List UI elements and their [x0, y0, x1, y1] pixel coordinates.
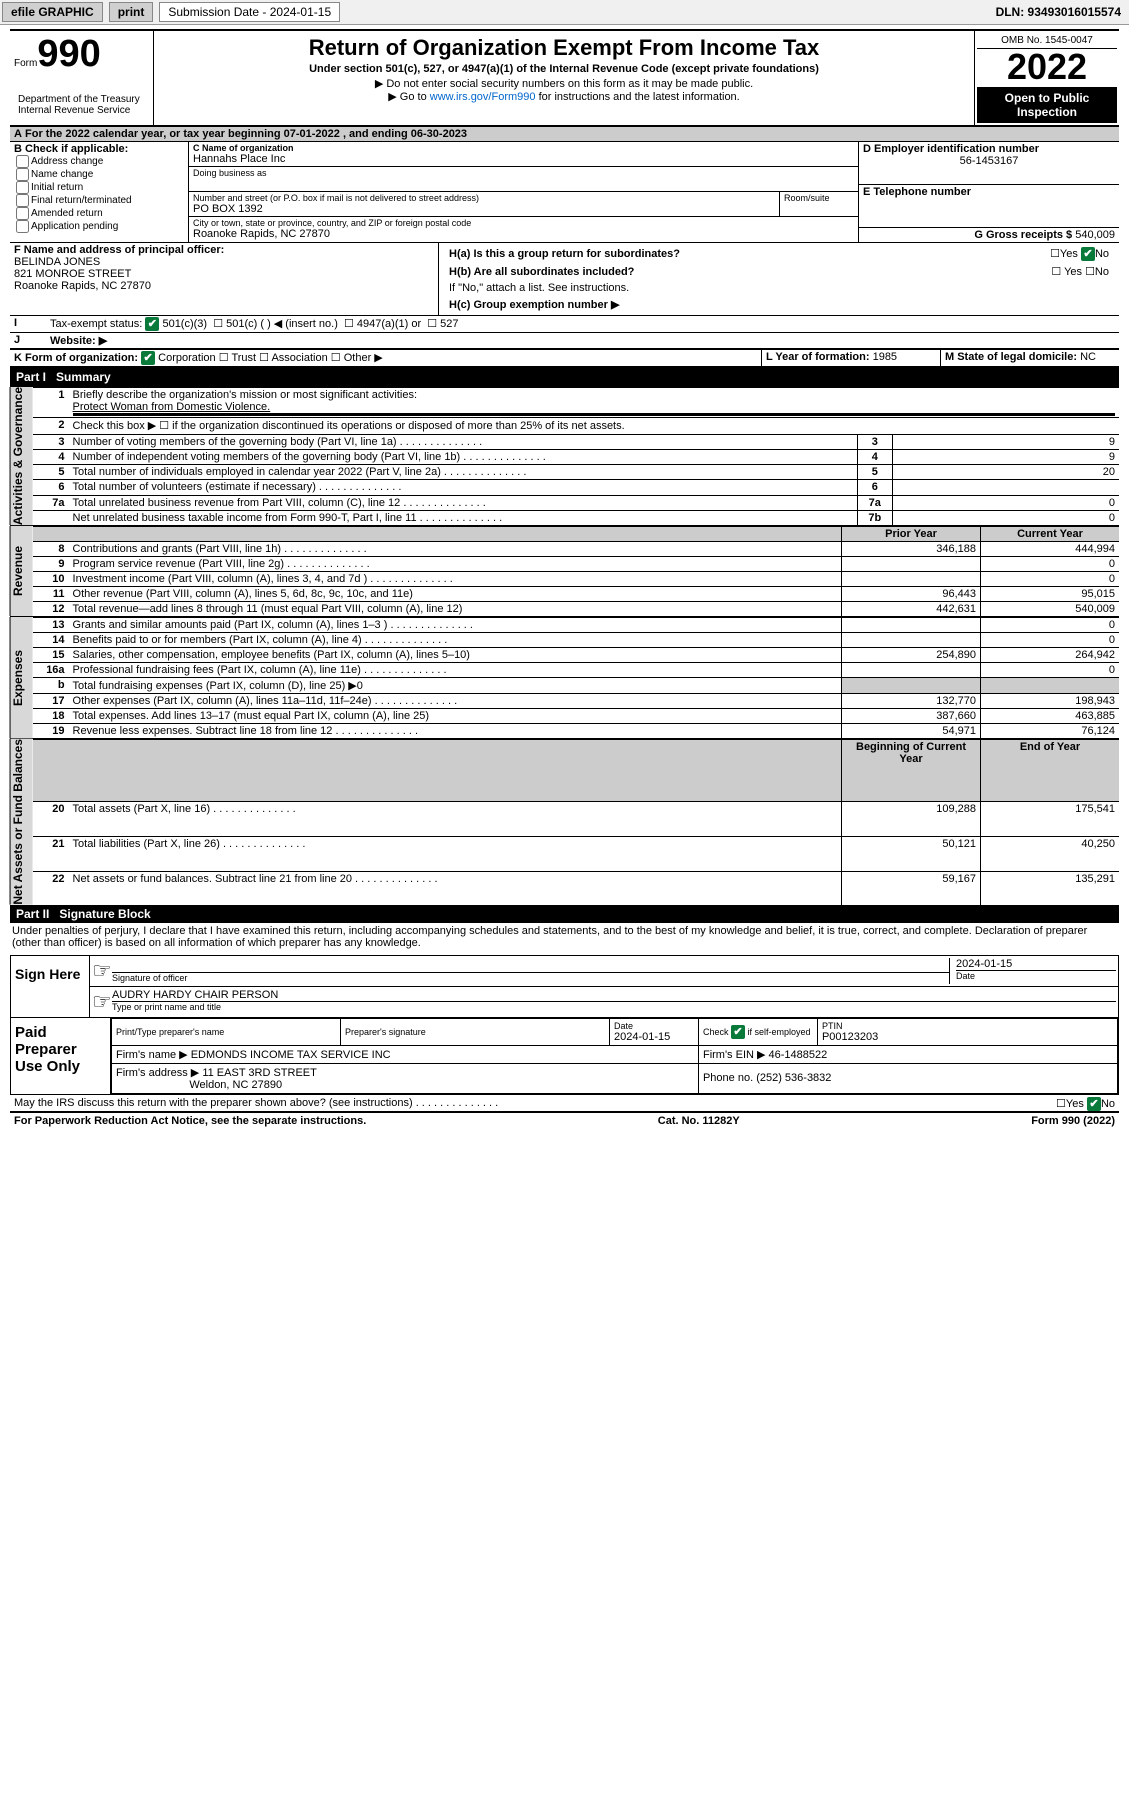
cb-app-pending[interactable]: Application pending [14, 220, 184, 233]
col-end: End of Year [981, 740, 1120, 802]
firm-phone: (252) 536-3832 [756, 1072, 831, 1084]
ein: 56-1453167 [863, 155, 1115, 167]
ptin: P00123203 [822, 1031, 878, 1043]
gross-receipts: 540,009 [1075, 229, 1115, 241]
val-7a: 0 [892, 495, 1119, 510]
label-I: I [10, 316, 46, 332]
val-4: 9 [892, 449, 1119, 464]
label-J: J [10, 333, 46, 348]
org-street: PO BOX 1392 [193, 203, 775, 215]
efile-button[interactable]: efile GRAPHIC [2, 2, 103, 22]
part-I-bar: Part ISummary [10, 368, 1119, 386]
subtitle: Under section 501(c), 527, or 4947(a)(1)… [164, 63, 964, 75]
dln: DLN: 93493016015574 [996, 5, 1127, 19]
mission: Protect Woman from Domestic Violence. [73, 401, 271, 413]
section-L: L Year of formation: 1985 [761, 350, 940, 366]
section-DEG: D Employer identification number 56-1453… [859, 142, 1119, 242]
side-revenue: Revenue [10, 526, 33, 616]
section-A: A For the 2022 calendar year, or tax yea… [10, 127, 1119, 141]
irs-link[interactable]: www.irs.gov/Form990 [430, 91, 536, 103]
declaration: Under penalties of perjury, I declare th… [10, 923, 1119, 951]
col-begin: Beginning of Current Year [842, 740, 981, 802]
val-3: 9 [892, 434, 1119, 449]
dept-label: Department of the Treasury [14, 94, 149, 105]
cb-final-return[interactable]: Final return/terminated [14, 194, 184, 207]
check-icon: ✔ [145, 317, 159, 331]
right-box: OMB No. 1545-0047 2022 Open to Public In… [975, 31, 1119, 125]
toolbar: efile GRAPHIC print Submission Date - 20… [0, 0, 1129, 25]
side-net-assets: Net Assets or Fund Balances [10, 739, 33, 905]
tax-year: 2022 [977, 49, 1117, 85]
section-B: B Check if applicable: Address change Na… [10, 142, 189, 242]
section-C: C Name of organization Hannahs Place Inc… [189, 142, 859, 242]
paid-title: Paid Preparer Use Only [11, 1018, 111, 1094]
officer-name: AUDRY HARDY CHAIR PERSON [112, 989, 1116, 1002]
form-title: Return of Organization Exempt From Incom… [164, 35, 964, 61]
firm-ein: 46-1488522 [769, 1049, 828, 1061]
cb-name-change[interactable]: Name change [14, 168, 184, 181]
cb-address-change[interactable]: Address change [14, 155, 184, 168]
section-F: F Name and address of principal officer:… [10, 243, 439, 315]
val-7b: 0 [892, 510, 1119, 525]
irs-label: Internal Revenue Service [14, 105, 149, 116]
sign-here: Sign Here [11, 956, 90, 1017]
note-ssn: ▶ Do not enter social security numbers o… [164, 77, 964, 90]
section-H: H(a) Is this a group return for subordin… [439, 243, 1119, 315]
section-M: M State of legal domicile: NC [940, 350, 1119, 366]
footer: For Paperwork Reduction Act Notice, see … [10, 1113, 1119, 1129]
col-current: Current Year [981, 527, 1120, 542]
print-button[interactable]: print [109, 2, 154, 22]
form-number-block: Form990 Department of the Treasury Inter… [10, 31, 154, 125]
cb-initial-return[interactable]: Initial return [14, 181, 184, 194]
side-expenses: Expenses [10, 617, 33, 738]
title-block: Return of Organization Exempt From Incom… [154, 31, 975, 125]
sign-block: Sign Here ☞ Signature of officer 2024-01… [10, 955, 1119, 1018]
open-inspection: Open to Public Inspection [977, 87, 1117, 123]
val-5: 20 [892, 465, 1119, 480]
website: Website: ▶ [46, 333, 111, 348]
part-II-bar: Part IISignature Block [10, 905, 1119, 923]
org-city: Roanoke Rapids, NC 27870 [193, 228, 854, 240]
line-2: Check this box ▶ ☐ if the organization d… [69, 418, 1119, 434]
firm-name: EDMONDS INCOME TAX SERVICE INC [191, 1049, 391, 1061]
submission-date: Submission Date - 2024-01-15 [159, 2, 340, 22]
section-K: K Form of organization: ✔ Corporation ☐ … [10, 350, 761, 366]
paid-preparer-block: Paid Preparer Use Only Print/Type prepar… [10, 1018, 1119, 1095]
tax-exempt-status: Tax-exempt status: ✔ 501(c)(3) ☐ 501(c) … [46, 316, 463, 332]
col-prior: Prior Year [842, 527, 981, 542]
sig-date: 2024-01-15 [956, 958, 1116, 970]
note-link: ▶ Go to www.irs.gov/Form990 for instruct… [164, 90, 964, 103]
val-6 [892, 480, 1119, 495]
discuss-row: May the IRS discuss this return with the… [10, 1095, 1119, 1111]
cb-amended[interactable]: Amended return [14, 207, 184, 220]
org-name: Hannahs Place Inc [193, 153, 854, 165]
side-governance: Activities & Governance [10, 387, 33, 525]
